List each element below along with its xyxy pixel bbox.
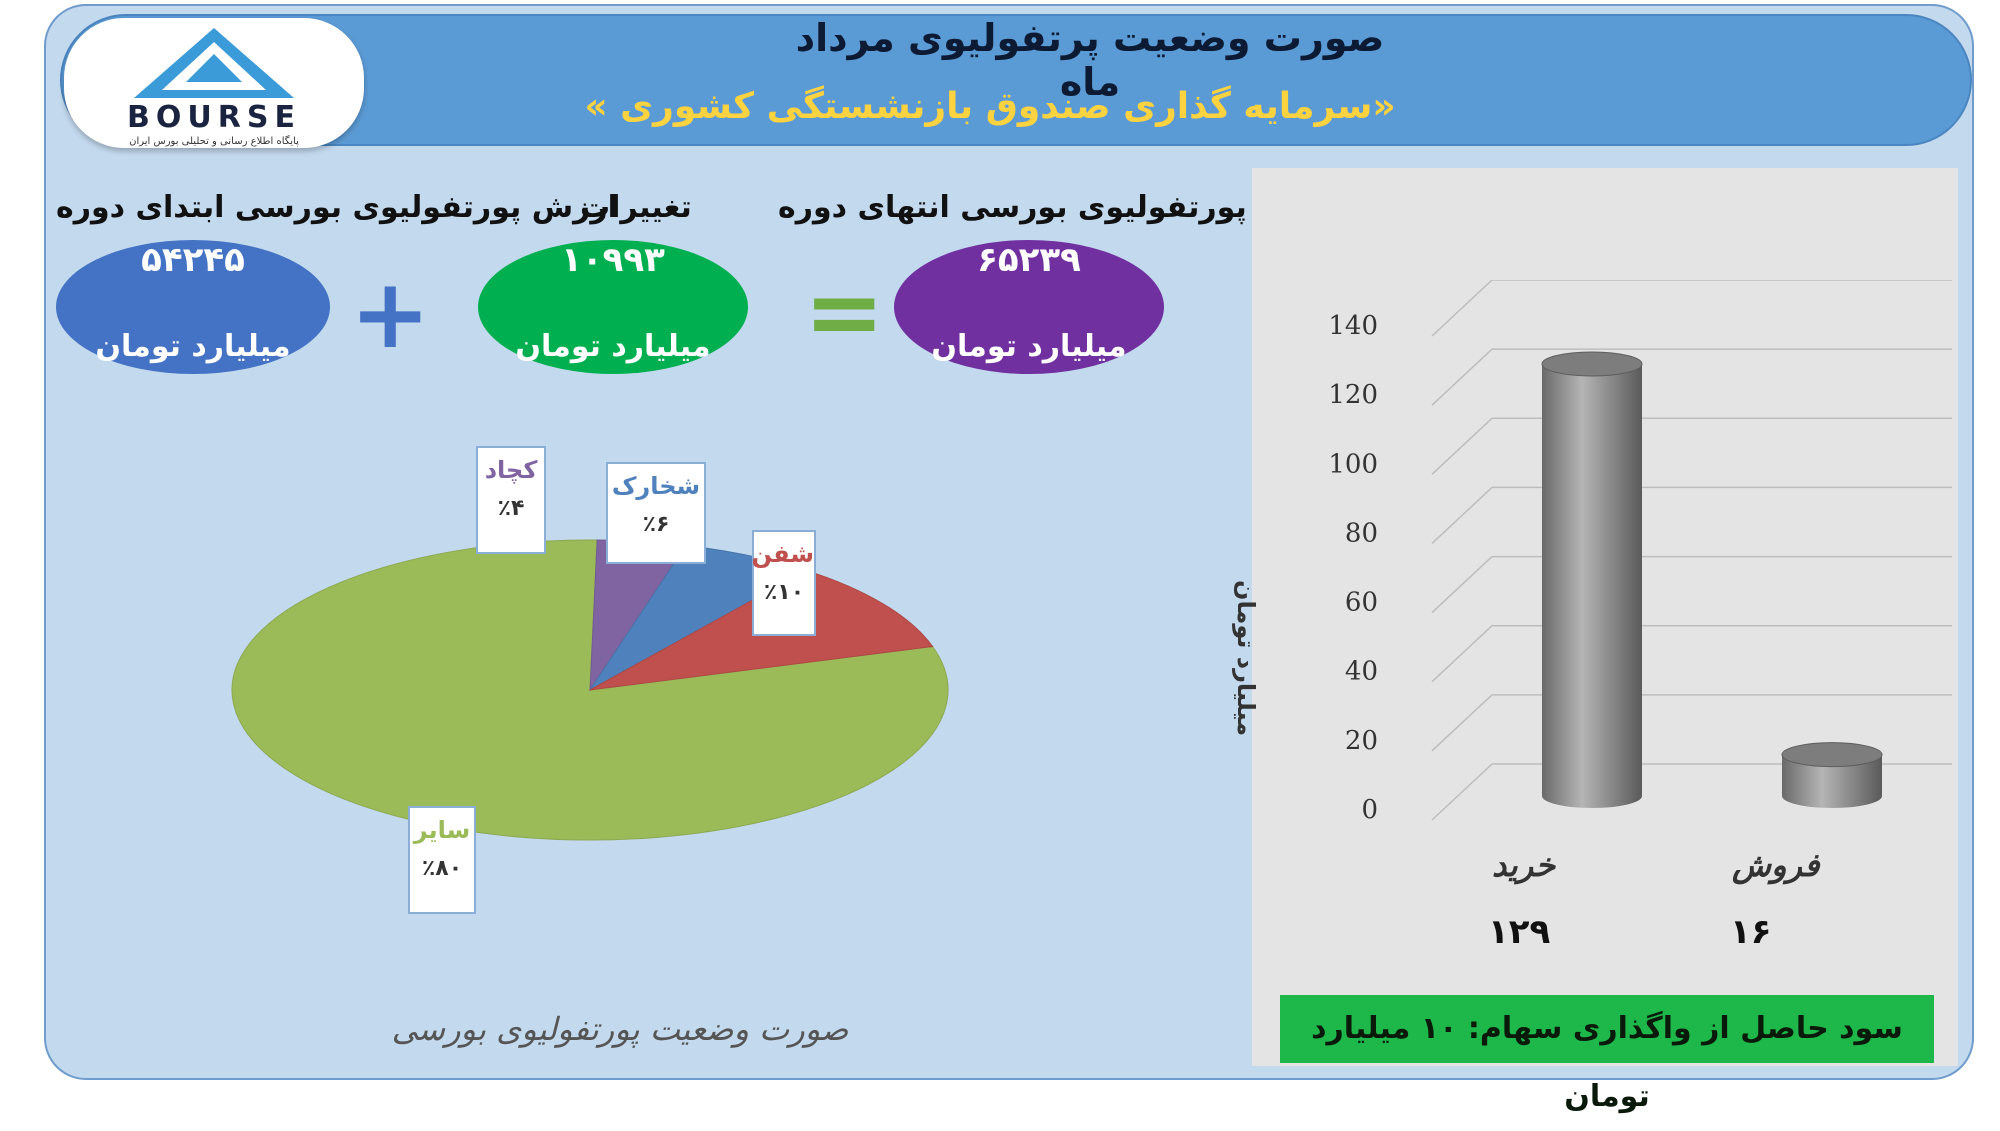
callout-shafan-name: شفن (751, 540, 814, 568)
change-label: تغییرات (580, 190, 692, 225)
bar-top-0 (1541, 351, 1643, 377)
logo-subtext: پایگاه اطلاع رسانی و تحلیلی بورس ایران (129, 136, 299, 147)
y-tick-120: 120 (1328, 380, 1378, 410)
y-tick-20: 20 (1345, 726, 1378, 756)
bar-body-0 (1542, 364, 1642, 808)
grid-diag-2 (1431, 625, 1493, 683)
callout-kechad-name: کچاد (484, 456, 538, 484)
y-tick-0: 0 (1361, 795, 1378, 825)
callout-shafan: شفن ٪۱۰ (752, 530, 816, 636)
logo-mountain-icon (134, 28, 294, 98)
y-tick-100: 100 (1328, 449, 1378, 479)
grid-diag-0 (1431, 763, 1493, 821)
start-value: ۵۴۲۴۵ (141, 240, 245, 280)
y-tick-40: 40 (1345, 657, 1378, 687)
y-tick-140: 140 (1328, 311, 1378, 341)
end-value: ۶۵۲۳۹ (977, 240, 1081, 280)
change-value: ۱۰۹۹۳ (561, 240, 665, 280)
change-value-ellipse: ۱۰۹۹۳ میلیارد تومان (478, 240, 748, 374)
grid-diag-6 (1431, 348, 1493, 406)
bar-category-sell: فروش (1732, 846, 1820, 884)
bar-value-sell: ۱۶ (1730, 912, 1772, 952)
start-value-ellipse: ۵۴۲۴۵ میلیارد تومان (56, 240, 330, 374)
callout-shekharak-pct: ٪۶ (642, 512, 670, 537)
grid-diag-3 (1431, 556, 1493, 614)
end-value-ellipse: ۶۵۲۳۹ میلیارد تومان (894, 240, 1164, 374)
bar-body-1 (1782, 754, 1882, 808)
callout-shekharak-name: شخارک (611, 472, 701, 500)
y-tick-80: 80 (1345, 518, 1378, 548)
logo-text: BOURSE (127, 100, 301, 135)
page-title: صورت وضعیت پرتفولیوی مرداد ماه (795, 16, 1385, 104)
bar-value-buy: ۱۲۹ (1488, 912, 1551, 952)
header-banner (60, 14, 1972, 146)
end-value-label: ارزش پورتفولیوی بورسی انتهای دوره (778, 190, 1344, 225)
bar-top-1 (1781, 742, 1883, 768)
y-tick-60: 60 (1345, 588, 1378, 618)
start-value-label: ارزش پورتفولیوی بورسی ابتدای دوره (56, 190, 618, 225)
callout-shafan-pct: ٪۱۰ (763, 580, 805, 605)
bar-category-buy: خرید (1492, 846, 1556, 884)
plus-sign: + (350, 258, 431, 370)
start-unit: میلیارد تومان (95, 329, 291, 364)
pie-chart-title: صورت وضعیت پورتفولیوی بورسی (391, 1010, 849, 1048)
grid-diag-4 (1431, 486, 1493, 544)
callout-other: سایر ٪۸۰ (408, 806, 476, 914)
grid-diag-1 (1431, 694, 1493, 752)
callout-other-pct: ٪۸۰ (421, 856, 463, 881)
bar-0 (1541, 351, 1643, 808)
callout-shekharak: شخارک ٪۶ (606, 462, 706, 564)
callout-kechad-pct: ٪۴ (497, 496, 525, 521)
grid-diag-5 (1431, 417, 1493, 475)
callout-other-name: سایر (413, 816, 471, 844)
bar-1 (1781, 742, 1883, 808)
change-unit: میلیارد تومان (515, 329, 711, 364)
end-unit: میلیارد تومان (931, 329, 1127, 364)
equals-sign: = (804, 256, 885, 368)
callout-kechad: کچاد ٪۴ (476, 446, 546, 554)
profit-summary-box: سود حاصل از واگذاری سهام: ۱۰ میلیارد توم… (1280, 995, 1934, 1114)
grid-diag-7 (1431, 280, 1493, 337)
page-subtitle: «سرمایه گذاری صندوق بازنشستگی کشوری » (584, 86, 1396, 127)
buy-sell-bar-chart: 0 20 40 60 80 100 120 140 (1328, 280, 1952, 825)
bourse-logo: BOURSE پایگاه اطلاع رسانی و تحلیلی بورس … (64, 18, 364, 148)
bar-chart-y-axis-label: میلیارد تومان (1232, 580, 1260, 737)
